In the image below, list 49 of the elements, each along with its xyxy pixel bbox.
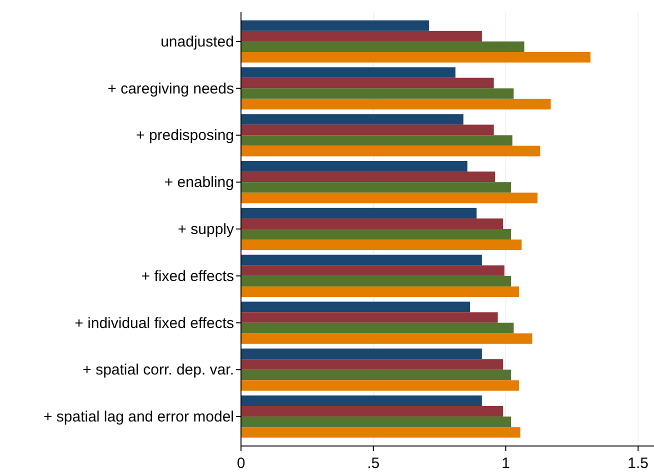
y-tick-label: + caregiving needs bbox=[108, 80, 234, 98]
bar bbox=[241, 395, 482, 406]
bar bbox=[241, 78, 494, 88]
bar bbox=[241, 41, 524, 52]
y-tick-label: + predisposing bbox=[136, 127, 234, 144]
bar bbox=[241, 182, 512, 193]
x-tick-label: 1 bbox=[502, 455, 510, 472]
bar bbox=[241, 218, 504, 229]
bar bbox=[241, 416, 512, 428]
y-tick-label: + enabling bbox=[164, 174, 234, 192]
bar bbox=[241, 146, 540, 156]
y-tick-label: + spatial lag and error model bbox=[43, 408, 234, 426]
bar bbox=[241, 406, 504, 417]
y-tick-label: unadjusted bbox=[160, 33, 234, 50]
bar bbox=[241, 348, 482, 360]
x-tick-label: 0 bbox=[236, 455, 246, 472]
bar bbox=[241, 427, 520, 438]
bar bbox=[241, 359, 504, 370]
bar bbox=[241, 229, 512, 240]
bar bbox=[241, 208, 477, 218]
bar bbox=[241, 67, 456, 78]
y-tick-label: + fixed effects bbox=[141, 268, 234, 285]
x-tick-label: 1.5 bbox=[628, 455, 649, 472]
y-tick-label: + individual fixed effects bbox=[74, 314, 234, 332]
bar bbox=[241, 276, 512, 286]
y-tick-label: + supply bbox=[178, 221, 234, 238]
bar bbox=[241, 322, 514, 334]
bar bbox=[241, 240, 522, 250]
bar bbox=[241, 265, 504, 276]
bar bbox=[241, 370, 512, 380]
bar bbox=[241, 135, 512, 146]
bar bbox=[241, 161, 468, 172]
bar bbox=[241, 124, 494, 136]
bar bbox=[241, 88, 514, 99]
bar bbox=[241, 302, 470, 312]
bar bbox=[241, 20, 429, 31]
bar bbox=[241, 254, 482, 266]
y-tick-label: + spatial corr. dep. var. bbox=[82, 362, 234, 379]
bar bbox=[241, 380, 519, 391]
bar bbox=[241, 286, 519, 297]
bar bbox=[241, 98, 551, 110]
bar bbox=[241, 192, 538, 204]
x-tick-label: .5 bbox=[367, 455, 380, 472]
bar bbox=[241, 172, 496, 182]
bar bbox=[241, 312, 498, 323]
bar bbox=[241, 30, 482, 42]
bar bbox=[241, 333, 532, 344]
bar bbox=[241, 52, 590, 63]
bar bbox=[241, 114, 464, 125]
